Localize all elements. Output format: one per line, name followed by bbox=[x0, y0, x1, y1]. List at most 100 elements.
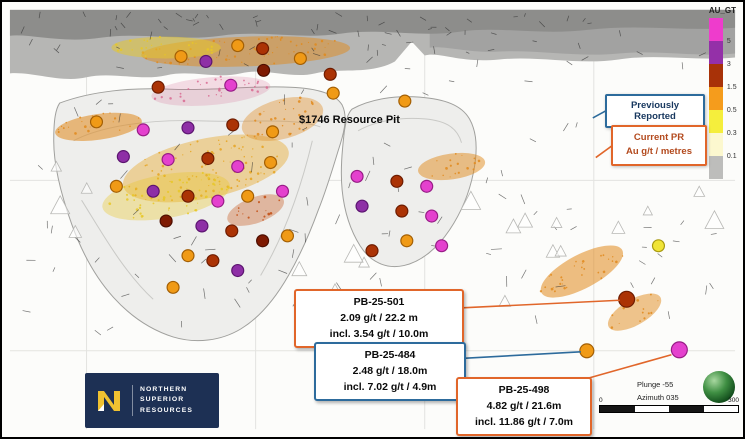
drill-intercept-dot bbox=[241, 189, 255, 203]
drill-intercept-dot bbox=[166, 280, 180, 294]
scale-end-label: 300 bbox=[728, 397, 739, 404]
scale-segment bbox=[703, 406, 738, 412]
drill-intercept-dot bbox=[89, 115, 104, 129]
pit-bench-contour bbox=[81, 199, 154, 300]
drill-intercept-dot bbox=[201, 152, 215, 166]
legend-tick-label: 1.5 bbox=[726, 84, 737, 91]
legend-segment: 1.5 bbox=[708, 64, 737, 91]
mineralization-zones bbox=[55, 35, 662, 331]
resource-pit-outline bbox=[53, 86, 477, 342]
drill-intercept-dot bbox=[206, 254, 220, 268]
drill-intercept-dot bbox=[263, 155, 278, 170]
drill-intercept-dot bbox=[420, 179, 434, 193]
scale-bar-segments bbox=[599, 405, 739, 413]
callout-pb-25-484: PB-25-484 2.48 g/t / 18.0m incl. 7.02 g/… bbox=[314, 342, 466, 402]
legend-segment: 0.5 bbox=[708, 87, 737, 114]
drill-intercept-dot bbox=[225, 224, 239, 238]
previously-reported-box: Previously Reported bbox=[605, 94, 705, 128]
legend-segment: 3 bbox=[708, 41, 731, 68]
drill-intercept-dot bbox=[256, 42, 270, 56]
legend-segment: 5 bbox=[708, 18, 731, 45]
leader-line-pb-25-501 bbox=[454, 299, 620, 309]
callout-pb-25-501: PB-25-501 2.09 g/t / 22.2 m incl. 3.54 g… bbox=[294, 289, 464, 349]
legend-tick-label: 0.5 bbox=[726, 107, 737, 114]
drill-intercept-dot bbox=[174, 49, 188, 64]
orientation-sphere bbox=[703, 371, 735, 403]
legend-segment bbox=[708, 156, 723, 179]
callout-grade-line: 2.09 g/t / 22.2 m bbox=[340, 311, 418, 324]
drill-intercept-dot bbox=[226, 118, 240, 132]
current-pr-label: Current PR bbox=[633, 132, 685, 143]
callout-incl-line: incl. 11.86 g/t / 7.0m bbox=[474, 415, 574, 428]
legend-tick-label: 0.1 bbox=[726, 153, 737, 160]
drill-intercept-dot bbox=[195, 219, 209, 233]
callout-hole-id: PB-25-484 bbox=[364, 349, 416, 361]
drill-intercept-dot bbox=[280, 229, 295, 243]
scale-segment bbox=[634, 406, 669, 412]
previously-reported-label: Previously Reported bbox=[630, 100, 680, 122]
drill-intercept-dot bbox=[181, 189, 195, 203]
callout-grade-line: 4.82 g/t / 21.6m bbox=[486, 399, 562, 412]
scale-bar-labels: 0 300 bbox=[599, 397, 739, 404]
callout-pb-25-498: PB-25-498 4.82 g/t / 21.6m incl. 11.86 g… bbox=[456, 377, 592, 437]
drill-intercept-dot bbox=[651, 239, 666, 253]
color-scale-legend: AU_GT 5 3 1.5 0.5 0.3 0.1 bbox=[708, 6, 737, 179]
legend-title: AU_GT bbox=[708, 6, 736, 15]
legend-segment: 0.3 bbox=[708, 110, 737, 137]
resource-pit-label: $1746 Resource Pit bbox=[299, 114, 400, 126]
legend-tick-label: 0.3 bbox=[726, 130, 737, 137]
azimuth-label: Azimuth 035 bbox=[637, 392, 679, 402]
drill-intercept-dot bbox=[390, 174, 404, 188]
drill-intercept-dot bbox=[109, 179, 123, 193]
logo-text-line: SUPERIOR bbox=[140, 396, 185, 404]
drill-intercept-dot bbox=[231, 159, 245, 174]
plunge-label: Plunge -55 bbox=[637, 380, 674, 389]
scale-segment bbox=[600, 406, 635, 412]
legend-segment: 0.1 bbox=[708, 133, 737, 160]
drill-intercept-dot bbox=[323, 67, 337, 81]
drill-intercept-dot bbox=[400, 234, 414, 248]
drill-intercept-dot bbox=[256, 234, 270, 248]
drill-intercept-dot bbox=[161, 153, 175, 167]
logo-mark-icon bbox=[98, 390, 120, 411]
drill-intercept-dot bbox=[275, 184, 290, 198]
callout-grade-line: 2.48 g/t / 18.0m bbox=[352, 364, 428, 377]
drill-intercept-dot bbox=[435, 239, 449, 253]
current-pr-units-label: Au g/t / metres bbox=[626, 146, 692, 158]
drill-intercept-dot bbox=[224, 78, 238, 92]
callout-hole-id: PB-25-501 bbox=[353, 296, 405, 308]
drill-intercept-dot bbox=[579, 343, 595, 359]
drill-intercept-dot bbox=[265, 125, 280, 139]
drill-intercept-dot bbox=[181, 121, 195, 135]
drill-intercept-dots bbox=[89, 39, 688, 359]
drill-intercept-dot bbox=[670, 341, 688, 359]
pit-shell-west-lobe bbox=[53, 86, 346, 342]
drill-intercept-dot bbox=[146, 184, 160, 198]
pit-shell-east-lobe bbox=[340, 96, 477, 268]
drill-intercept-dot bbox=[199, 54, 213, 68]
view-orientation: Plunge -55 Azimuth 035 bbox=[637, 379, 679, 405]
drill-intercept-dot bbox=[181, 249, 195, 263]
drill-intercept-dot bbox=[116, 150, 130, 164]
legend-tick-label: 5 bbox=[726, 38, 731, 45]
scale-start-label: 0 bbox=[599, 397, 603, 404]
terrain-dark-band bbox=[9, 9, 736, 40]
drill-intercept-dot bbox=[136, 123, 150, 137]
drill-intercept-dot bbox=[365, 244, 379, 258]
legend-color-bar: 5 3 1.5 0.5 0.3 0.1 bbox=[708, 18, 737, 179]
drill-intercept-dot bbox=[159, 214, 173, 228]
callout-hole-id: PB-25-498 bbox=[498, 384, 550, 396]
pit-bench-contour bbox=[357, 117, 462, 143]
logo-text-line: RESOURCES bbox=[140, 406, 193, 414]
drill-intercept-dot bbox=[231, 39, 245, 53]
drill-intercept-dot bbox=[326, 86, 340, 100]
callout-incl-line: incl. 7.02 g/t / 4.9m bbox=[343, 380, 437, 393]
pit-bench-contour bbox=[260, 140, 313, 276]
drill-intercept-dot bbox=[395, 204, 409, 218]
drill-intercept-dot bbox=[211, 194, 225, 208]
current-pr-box: Current PR Au g/t / metres bbox=[611, 125, 707, 166]
drill-intercept-dot bbox=[355, 199, 369, 213]
drill-intercept-dot bbox=[618, 290, 636, 308]
